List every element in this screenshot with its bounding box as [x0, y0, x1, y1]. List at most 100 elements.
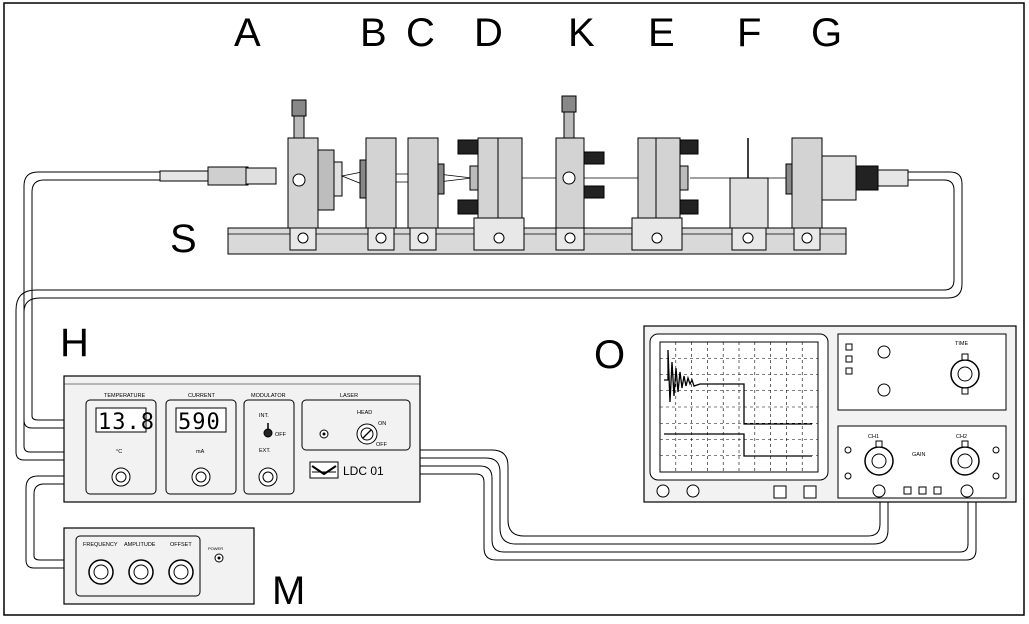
time-label: TIME — [955, 341, 968, 347]
cable-h-to-m-inner — [33, 483, 64, 561]
scope-trace-ch1 — [664, 349, 812, 425]
frequency-label: FREQUENCY — [83, 542, 118, 548]
amplitude-label: AMPLITUDE — [124, 542, 156, 548]
cable-h-to-ch1 — [420, 449, 881, 537]
component-e-mirror-mount — [631, 137, 699, 251]
ch1-label: CH1 — [868, 434, 879, 440]
outer-frame — [3, 2, 1025, 616]
ch1-led-2 — [844, 472, 852, 480]
time-button-3[interactable] — [845, 367, 853, 375]
temperature-unit: °C — [116, 449, 122, 455]
channel-button-1[interactable] — [903, 486, 912, 495]
label-o: O — [594, 333, 625, 377]
controller-model-label: LDC 01 — [343, 464, 384, 478]
modulator-label: MODULATOR — [251, 393, 286, 399]
component-c-lens — [407, 137, 445, 251]
component-d-crystal-mount — [457, 137, 525, 251]
label-e: E — [648, 11, 675, 55]
laser-head-label: HEAD — [357, 410, 372, 416]
label-m: M — [272, 569, 305, 613]
cable-h-to-ch2 — [420, 465, 969, 553]
ch1-input-jack[interactable] — [872, 484, 886, 498]
cable-h-to-ch1-inner — [420, 457, 889, 545]
label-s: S — [170, 217, 197, 261]
cable-g-to-h-inner — [15, 179, 955, 461]
ch2-input-jack[interactable] — [960, 484, 974, 498]
scope-button-1[interactable] — [773, 485, 787, 499]
channel-button-3[interactable] — [933, 486, 942, 495]
current-display — [175, 407, 227, 433]
laser-off-label: OFF — [376, 442, 388, 448]
ch2-gain-knob[interactable] — [950, 446, 980, 476]
laser-panel — [301, 399, 411, 451]
cable-a-to-h — [23, 171, 160, 429]
controller-h: TEMPERATURE 13.8 °C CURRENT 590 mA MODUL… — [63, 375, 421, 503]
oscilloscope-grid — [660, 342, 818, 472]
laser-on-label: ON — [378, 421, 386, 427]
modulator-m: FREQUENCY AMPLITUDE OFFSET POWER — [63, 527, 255, 605]
time-button-2[interactable] — [845, 355, 853, 363]
label-b: B — [360, 11, 387, 55]
gain-label: GAIN — [912, 452, 925, 458]
time-panel — [837, 333, 1007, 411]
label-g: G — [811, 11, 842, 55]
component-f-filter — [729, 138, 769, 251]
offset-knob[interactable] — [168, 559, 194, 585]
ch1-led-1 — [844, 446, 852, 454]
modulator-ext-jack[interactable] — [258, 467, 278, 487]
temperature-label: TEMPERATURE — [104, 393, 145, 399]
label-c: C — [406, 11, 435, 55]
power-label: POWER — [208, 546, 223, 551]
ch2-led-1 — [992, 446, 1000, 454]
time-position-knob[interactable] — [877, 345, 891, 359]
oscilloscope-o: TIME CH1 CH2 GAIN — [643, 325, 1017, 503]
modulator-knob-panel — [75, 535, 201, 597]
current-knob[interactable] — [191, 467, 211, 487]
amplitude-knob[interactable] — [128, 559, 154, 585]
channel-button-2[interactable] — [918, 486, 927, 495]
current-unit: mA — [196, 449, 205, 455]
focus-knob[interactable] — [686, 484, 700, 498]
modulator-ext-label: EXT. — [259, 448, 271, 454]
label-a: A — [234, 11, 261, 55]
component-a-laser-mount — [287, 99, 343, 251]
laser-label: LASER — [340, 393, 358, 399]
label-f: F — [737, 11, 761, 55]
ch2-label: CH2 — [956, 434, 967, 440]
intensity-knob[interactable] — [656, 484, 670, 498]
temperature-knob[interactable] — [111, 467, 131, 487]
cable-h-to-ch2-inner — [420, 473, 977, 561]
controller-logo — [309, 461, 339, 479]
label-d: D — [474, 11, 503, 55]
current-value: 590 — [178, 410, 221, 435]
scope-trace-ch2 — [664, 433, 812, 457]
cables — [15, 171, 977, 569]
current-panel — [165, 399, 237, 495]
cable-g-to-h — [23, 171, 963, 453]
label-h: H — [60, 321, 89, 365]
scope-button-2[interactable] — [803, 485, 817, 499]
component-b-lens — [359, 137, 397, 251]
time-base-knob[interactable] — [950, 359, 980, 389]
label-k: K — [568, 11, 595, 55]
time-trigger-knob[interactable] — [877, 383, 891, 397]
cable-h-to-m — [25, 475, 64, 569]
current-label: CURRENT — [188, 393, 216, 399]
modulator-toggle-switch[interactable] — [263, 428, 273, 438]
ch2-led-2 — [992, 472, 1000, 480]
temperature-value: 13.8 — [98, 410, 155, 435]
fiber-connector-left — [159, 166, 277, 186]
temperature-panel — [85, 399, 157, 495]
component-k-mount — [555, 95, 605, 251]
cable-a-to-h-inner — [31, 179, 160, 421]
offset-label: OFFSET — [170, 542, 192, 548]
frequency-knob[interactable] — [88, 559, 114, 585]
component-g-detector — [785, 137, 909, 251]
time-button-1[interactable] — [845, 343, 853, 351]
modulator-panel — [243, 399, 295, 495]
temperature-display — [95, 407, 147, 433]
modulator-off-label: OFF — [275, 432, 287, 438]
ch1-gain-knob[interactable] — [864, 446, 894, 476]
